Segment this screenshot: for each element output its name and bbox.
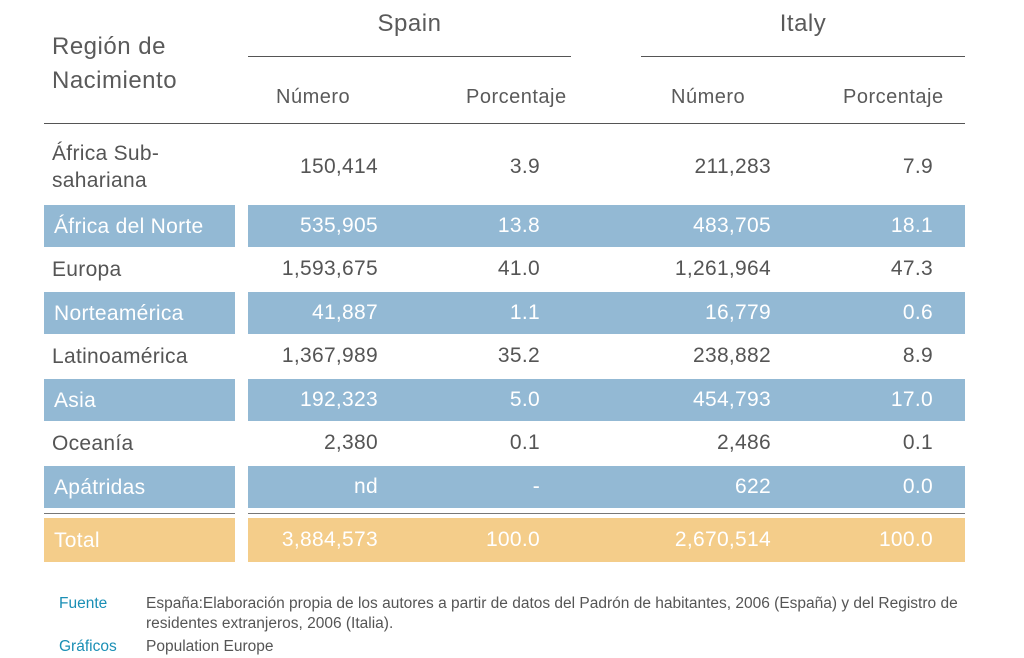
italy-percent-cell: 17.0 — [890, 388, 933, 411]
italy-header-rule — [641, 56, 965, 57]
italy-number-cell: 622 — [735, 475, 771, 498]
total-band-left — [44, 518, 235, 562]
italy-number-cell: 454,793 — [692, 388, 771, 411]
italy-number-cell: 211,283 — [694, 155, 771, 178]
region-cell: Norteamérica — [54, 301, 184, 325]
source-text: España:Elaboración propia de los autores… — [146, 595, 958, 632]
graphics-label: Gráficos — [59, 638, 117, 655]
total-divider-left — [44, 513, 235, 514]
total-divider-right — [248, 513, 965, 514]
spain-percent-cell: 3.9 — [509, 155, 540, 178]
spain-percent-cell: 13.8 — [497, 214, 540, 237]
region-header-line1: Región de — [52, 33, 166, 60]
italy-number-cell: 483,705 — [692, 214, 771, 237]
italy-number-header: Número — [671, 86, 746, 108]
total-italy-number: 2,670,514 — [674, 528, 771, 551]
spain-number-cell: 2,380 — [323, 431, 378, 454]
italy-number-cell: 238,882 — [692, 344, 771, 367]
region-cell: Asia — [54, 388, 97, 412]
table-row: Oceanía 2,380 0.1 2,486 0.1 — [0, 423, 1024, 463]
italy-percent-header: Porcentaje — [843, 86, 944, 108]
region-header-line2: Nacimiento — [52, 67, 178, 94]
table-row: Europa 1,593,675 41.0 1,261,964 47.3 — [0, 249, 1024, 289]
country-header-italy: Italy — [779, 10, 827, 37]
region-cell: África Sub-sahariana — [52, 142, 160, 192]
graphics-text: Population Europe — [146, 638, 274, 655]
region-cell: Oceanía — [52, 431, 134, 455]
row-band-left — [44, 205, 235, 247]
italy-percent-cell: 0.0 — [902, 475, 933, 498]
spain-percent-cell: 5.0 — [509, 388, 540, 411]
country-header-spain: Spain — [377, 10, 442, 37]
italy-number-cell: 2,486 — [716, 431, 771, 454]
spain-number-cell: 192,323 — [299, 388, 378, 411]
spain-percent-cell: 35.2 — [497, 344, 540, 367]
total-label: Total — [54, 528, 100, 552]
spain-number-header: Número — [276, 86, 351, 108]
table-row: Asia 192,323 5.0 454,793 17.0 — [0, 379, 1024, 421]
row-band-left — [44, 379, 235, 421]
table-row: Apátridas nd - 622 0.0 — [0, 466, 1024, 508]
italy-percent-cell: 8.9 — [902, 344, 933, 367]
spain-number-cell: 1,367,989 — [281, 344, 378, 367]
spain-percent-cell: - — [532, 475, 540, 498]
region-header: Región de Nacimiento — [52, 30, 177, 98]
table-row: África Sub-sahariana 150,414 3.9 211,283 7.9 — [0, 133, 1024, 201]
table-row: Latinoamérica 1,367,989 35.2 238,882 8.9 — [0, 336, 1024, 376]
row-band-left — [44, 292, 235, 334]
italy-number-cell: 16,779 — [704, 301, 771, 324]
italy-percent-cell: 0.6 — [902, 301, 933, 324]
italy-percent-cell: 0.1 — [902, 431, 933, 454]
region-cell: África del Norte — [54, 214, 204, 238]
spain-number-cell: nd — [354, 475, 378, 498]
italy-percent-cell: 18.1 — [890, 214, 933, 237]
table-row: Norteamérica 41,887 1.1 16,779 0.6 — [0, 292, 1024, 334]
spain-number-cell: 1,593,675 — [281, 257, 378, 280]
spain-percent-cell: 0.1 — [509, 431, 540, 454]
row-band-right — [248, 379, 965, 421]
italy-percent-cell: 47.3 — [890, 257, 933, 280]
total-italy-percent: 100.0 — [878, 528, 933, 551]
spain-percent-cell: 1.1 — [509, 301, 540, 324]
table-top-rule — [44, 123, 965, 124]
total-spain-number: 3,884,573 — [281, 528, 378, 551]
italy-percent-cell: 7.9 — [902, 155, 933, 178]
row-band-left — [44, 466, 235, 508]
total-band-right — [248, 518, 965, 562]
region-cell: Latinoamérica — [52, 344, 188, 368]
row-band-right — [248, 205, 965, 247]
spain-number-cell: 535,905 — [299, 214, 378, 237]
table-row: África del Norte 535,905 13.8 483,705 18.1 — [0, 205, 1024, 247]
row-band-right — [248, 466, 965, 508]
spain-percent-header: Porcentaje — [466, 86, 567, 108]
spain-header-rule — [248, 56, 571, 57]
source-label: Fuente — [59, 595, 108, 612]
row-band-right — [248, 292, 965, 334]
spain-number-cell: 150,414 — [299, 155, 378, 178]
spain-percent-cell: 41.0 — [497, 257, 540, 280]
region-cell: Apátridas — [54, 475, 146, 499]
spain-number-cell: 41,887 — [311, 301, 378, 324]
total-spain-percent: 100.0 — [485, 528, 540, 551]
total-row: Total 3,884,573 100.0 2,670,514 100.0 — [0, 518, 1024, 562]
region-cell: Europa — [52, 257, 122, 281]
italy-number-cell: 1,261,964 — [674, 257, 771, 280]
